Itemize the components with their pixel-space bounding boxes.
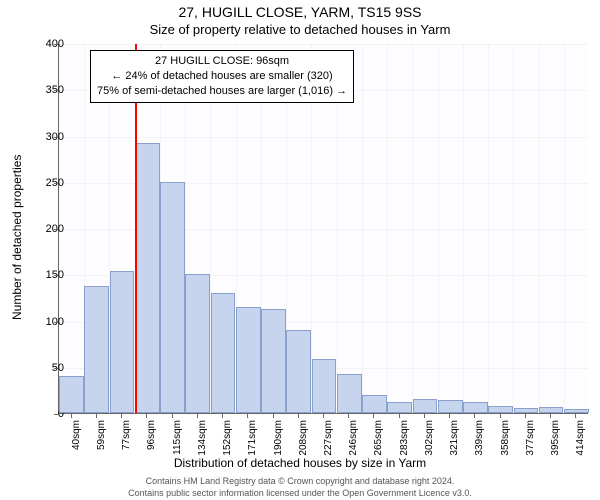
x-tick-label: 377sqm <box>525 420 536 460</box>
histogram-bar <box>514 408 539 413</box>
histogram-bar <box>463 402 488 413</box>
histogram-bar <box>337 374 362 413</box>
annotation-line-1: 27 HUGILL CLOSE: 96sqm <box>97 54 347 69</box>
x-tick-mark <box>474 414 475 418</box>
x-tick-mark <box>348 414 349 418</box>
x-tick-mark <box>121 414 122 418</box>
gridline-h <box>59 137 588 138</box>
x-tick-mark <box>525 414 526 418</box>
x-tick-label: 134sqm <box>197 420 208 460</box>
histogram-bar <box>211 293 236 413</box>
histogram-bar <box>59 376 84 413</box>
x-tick-label: 246sqm <box>348 420 359 460</box>
x-tick-label: 414sqm <box>575 420 586 460</box>
y-axis-label: Number of detached properties <box>10 155 24 320</box>
gridline-v <box>387 44 388 413</box>
x-tick-label: 395sqm <box>550 420 561 460</box>
chart-title-sub: Size of property relative to detached ho… <box>0 22 600 37</box>
histogram-bar <box>286 330 311 413</box>
gridline-v <box>438 44 439 413</box>
x-tick-mark <box>273 414 274 418</box>
gridline-v <box>463 44 464 413</box>
x-tick-label: 339sqm <box>474 420 485 460</box>
y-tick-mark <box>54 90 58 91</box>
x-tick-mark <box>146 414 147 418</box>
x-tick-mark <box>323 414 324 418</box>
x-tick-label: 77sqm <box>121 420 132 460</box>
x-tick-mark <box>575 414 576 418</box>
y-tick-mark <box>54 414 58 415</box>
x-tick-mark <box>172 414 173 418</box>
gridline-v <box>488 44 489 413</box>
x-tick-label: 96sqm <box>146 420 157 460</box>
annotation-line-3: 75% of semi-detached houses are larger (… <box>97 84 347 99</box>
histogram-bar <box>110 271 135 413</box>
x-tick-label: 152sqm <box>222 420 233 460</box>
x-tick-mark <box>298 414 299 418</box>
annotation-line-2: ← 24% of detached houses are smaller (32… <box>97 69 347 84</box>
x-tick-label: 302sqm <box>424 420 435 460</box>
histogram-bar <box>413 399 438 413</box>
x-tick-label: 40sqm <box>71 420 82 460</box>
x-tick-label: 190sqm <box>273 420 284 460</box>
x-tick-label: 283sqm <box>399 420 410 460</box>
histogram-bar <box>236 307 261 413</box>
histogram-bar <box>261 309 286 413</box>
x-tick-mark <box>424 414 425 418</box>
x-tick-mark <box>550 414 551 418</box>
gridline-h <box>59 44 588 45</box>
histogram-bar <box>84 286 109 413</box>
footer-line-1: Contains HM Land Registry data © Crown c… <box>0 476 600 486</box>
x-tick-mark <box>399 414 400 418</box>
annotation-box: 27 HUGILL CLOSE: 96sqm ← 24% of detached… <box>90 50 354 103</box>
y-tick-mark <box>54 44 58 45</box>
gridline-v <box>412 44 413 413</box>
histogram-bar <box>362 395 387 414</box>
histogram-bar <box>438 400 463 413</box>
footer-line-2: Contains public sector information licen… <box>0 488 600 498</box>
histogram-bar <box>564 409 589 413</box>
x-tick-mark <box>197 414 198 418</box>
gridline-v <box>539 44 540 413</box>
histogram-bar <box>312 359 337 413</box>
x-tick-label: 358sqm <box>500 420 511 460</box>
x-tick-label: 171sqm <box>247 420 258 460</box>
x-tick-mark <box>71 414 72 418</box>
x-tick-mark <box>373 414 374 418</box>
histogram-bar <box>387 402 412 413</box>
x-tick-label: 265sqm <box>373 420 384 460</box>
y-tick-mark <box>54 183 58 184</box>
x-tick-mark <box>449 414 450 418</box>
y-tick-mark <box>54 368 58 369</box>
x-tick-label: 227sqm <box>323 420 334 460</box>
gridline-v <box>513 44 514 413</box>
y-tick-mark <box>54 275 58 276</box>
gridline-v <box>564 44 565 413</box>
histogram-bar <box>539 407 564 413</box>
x-tick-label: 208sqm <box>298 420 309 460</box>
histogram-bar <box>185 274 210 413</box>
histogram-bar <box>160 182 185 413</box>
x-tick-label: 59sqm <box>96 420 107 460</box>
x-tick-label: 115sqm <box>172 420 183 460</box>
y-tick-mark <box>54 322 58 323</box>
x-tick-mark <box>247 414 248 418</box>
histogram-bar <box>135 143 160 413</box>
y-tick-mark <box>54 229 58 230</box>
histogram-bar <box>488 406 513 413</box>
gridline-v <box>362 44 363 413</box>
y-tick-mark <box>54 137 58 138</box>
x-tick-label: 321sqm <box>449 420 460 460</box>
x-tick-mark <box>96 414 97 418</box>
x-tick-mark <box>500 414 501 418</box>
x-tick-mark <box>222 414 223 418</box>
chart-title-main: 27, HUGILL CLOSE, YARM, TS15 9SS <box>0 4 600 20</box>
